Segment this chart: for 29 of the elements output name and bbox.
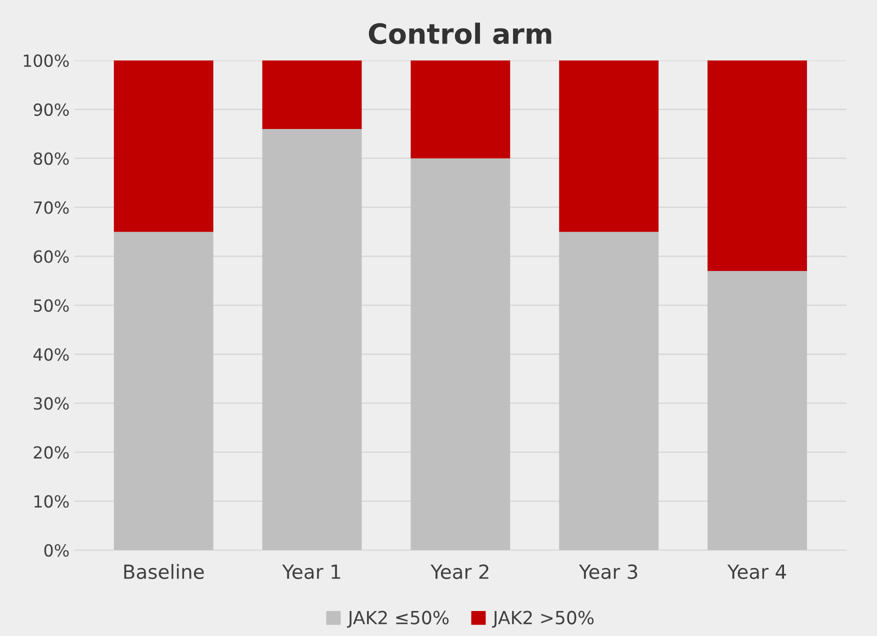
x-tick-label: Year 4 xyxy=(727,564,786,580)
chart-title: Control arm xyxy=(368,22,552,44)
bar xyxy=(410,60,510,158)
bar xyxy=(559,60,659,232)
bar xyxy=(559,232,659,550)
y-tick-label: 90% xyxy=(34,103,69,116)
bar xyxy=(262,128,362,550)
legend-label: JAK2 ≤50% xyxy=(346,610,449,628)
bar xyxy=(410,158,510,550)
y-tick-label: 100% xyxy=(24,54,69,67)
y-tick-label: 50% xyxy=(34,299,69,312)
x-tick-label: Year 2 xyxy=(430,564,488,580)
bar xyxy=(114,60,214,232)
bar xyxy=(114,232,214,550)
legend-label: JAK2 >50% xyxy=(492,610,594,628)
y-tick-label: 10% xyxy=(34,495,69,508)
y-tick-label: 0% xyxy=(44,544,69,557)
y-tick-label: 40% xyxy=(33,348,69,361)
bar xyxy=(262,60,362,129)
x-tick-label: Baseline xyxy=(124,564,204,580)
y-tick-label: 70% xyxy=(34,201,69,214)
y-tick-label: 60% xyxy=(34,250,69,263)
x-tick-label: Year 3 xyxy=(578,564,638,580)
bar xyxy=(708,60,807,271)
bar xyxy=(708,271,807,550)
y-tick-label: 30% xyxy=(34,397,69,410)
x-tick-label: Year 1 xyxy=(282,564,340,580)
y-tick-label: 20% xyxy=(34,446,69,459)
y-tick-label: 80% xyxy=(34,152,69,165)
